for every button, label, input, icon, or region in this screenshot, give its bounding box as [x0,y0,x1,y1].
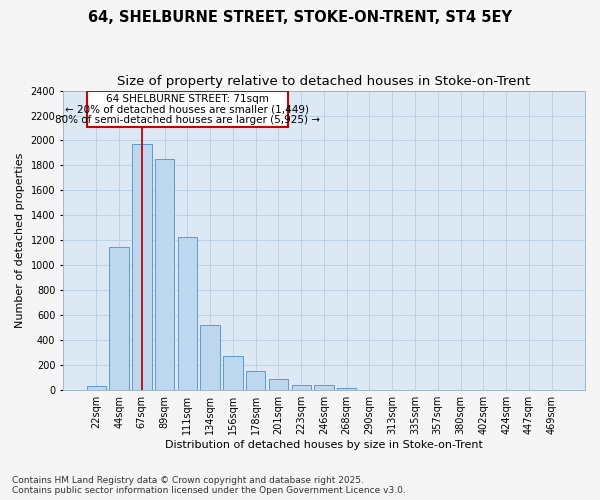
Bar [246,372,265,390]
Bar [269,379,288,390]
Text: 64, SHELBURNE STREET, STOKE-ON-TRENT, ST4 5EY: 64, SHELBURNE STREET, STOKE-ON-TRENT, ST… [88,10,512,25]
Title: Size of property relative to detached houses in Stoke-on-Trent: Size of property relative to detached ho… [118,75,530,88]
Text: ← 20% of detached houses are smaller (1,449): ← 20% of detached houses are smaller (1,… [65,104,310,115]
Bar [337,388,356,390]
Bar [86,386,106,390]
Bar [292,384,311,390]
Bar [223,356,242,390]
Bar [200,326,220,390]
Y-axis label: Number of detached properties: Number of detached properties [15,152,25,328]
X-axis label: Distribution of detached houses by size in Stoke-on-Trent: Distribution of detached houses by size … [165,440,483,450]
Text: 64 SHELBURNE STREET: 71sqm: 64 SHELBURNE STREET: 71sqm [106,94,269,104]
Bar [155,159,175,390]
FancyBboxPatch shape [87,90,287,127]
Text: 80% of semi-detached houses are larger (5,925) →: 80% of semi-detached houses are larger (… [55,115,320,125]
Bar [109,246,129,390]
Bar [132,144,152,390]
Text: Contains HM Land Registry data © Crown copyright and database right 2025.
Contai: Contains HM Land Registry data © Crown c… [12,476,406,495]
Bar [314,385,334,390]
Bar [178,236,197,390]
